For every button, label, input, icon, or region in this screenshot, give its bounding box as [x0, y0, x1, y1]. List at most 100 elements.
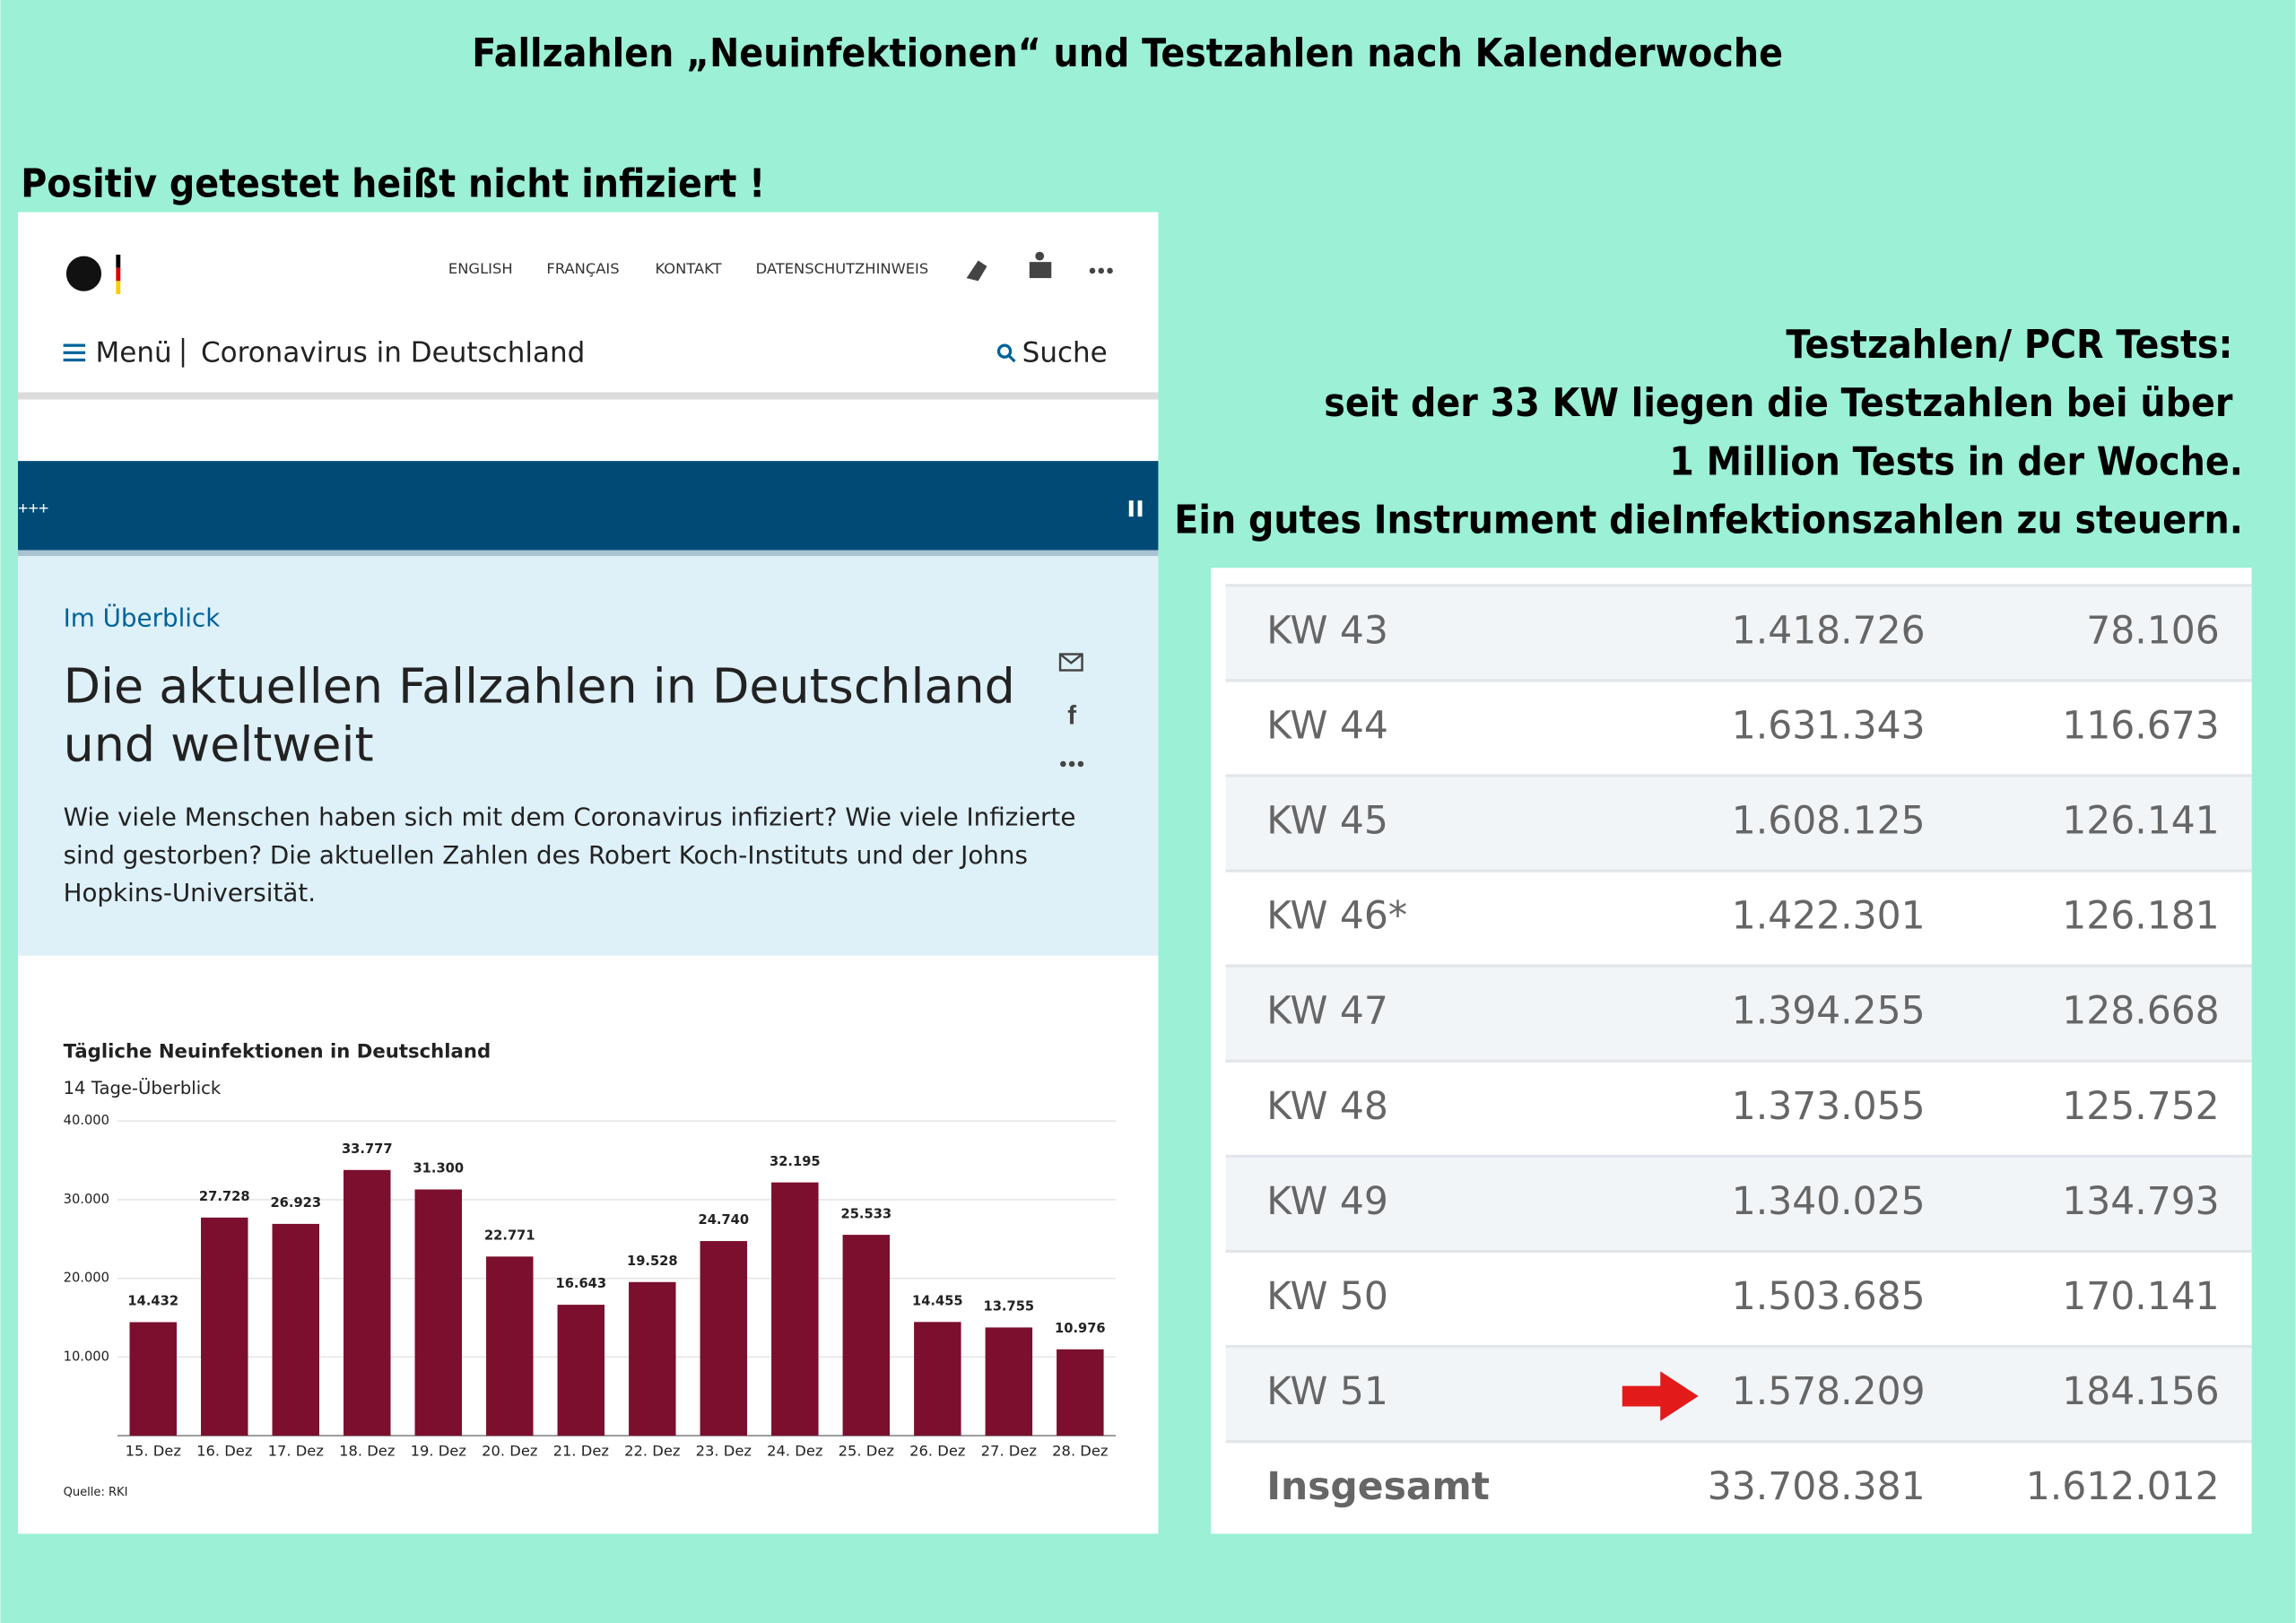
search-icon[interactable] [996, 343, 1016, 363]
bar [201, 1217, 248, 1436]
share-more-icon[interactable] [1060, 760, 1084, 768]
mail-icon[interactable] [1058, 653, 1083, 672]
site-name[interactable]: Coronavirus in Deutschland [201, 336, 585, 369]
x-tick-label: 18. Dez [339, 1443, 395, 1460]
tests-value: 33.708.381 [1708, 1465, 1926, 1509]
value-label: 14.432 [127, 1294, 178, 1309]
heading: Die aktuellen Fallzahlen in Deutschland [64, 657, 1015, 714]
tests-value: 1.503.685 [1732, 1275, 1926, 1319]
row-label: KW 49 [1266, 1180, 1388, 1224]
x-tick-label: 24. Dez [767, 1443, 822, 1460]
x-tick-label: 26. Dez [909, 1443, 965, 1460]
intro-text: Hopkins-Universität. [64, 878, 316, 907]
positive-value: 116.673 [2062, 704, 2219, 748]
ticker-bar [18, 461, 1159, 551]
nav-link[interactable]: FRANÇAIS [546, 260, 619, 277]
positive-value: 128.668 [2062, 990, 2219, 1034]
chart-source: Quelle: RKI [64, 1486, 128, 1499]
ticker-rule [18, 550, 1159, 557]
row-label: KW 43 [1266, 609, 1388, 653]
intro-text: Wie viele Menschen haben sich mit dem Co… [64, 802, 1076, 831]
row-background [1225, 966, 2252, 1062]
row-background [1225, 871, 2252, 967]
page-title: Fallzahlen „Neuinfektionen“ und Testzahl… [472, 30, 1783, 76]
positive-value: 134.793 [2062, 1180, 2219, 1224]
row-background [1225, 680, 2252, 777]
heading: und weltweit [64, 716, 374, 773]
positive-value: 125.752 [2062, 1085, 2219, 1129]
menu-label[interactable]: Menü [96, 336, 172, 369]
page-subtitle: Positiv getestet heißt nicht infiziert ! [21, 161, 765, 206]
value-label: 31.300 [413, 1161, 464, 1176]
y-tick-label: 10.000 [64, 1349, 109, 1364]
tests-value: 1.418.726 [1732, 609, 1926, 653]
x-tick-label: 27. Dez [981, 1443, 1037, 1460]
bar [486, 1256, 534, 1436]
row-background [1225, 1346, 2252, 1442]
more-icon[interactable] [1089, 267, 1113, 274]
bar [914, 1322, 961, 1436]
x-tick-label: 28. Dez [1052, 1443, 1108, 1460]
row-label: KW 50 [1266, 1275, 1388, 1319]
value-label: 33.777 [342, 1141, 393, 1157]
y-tick-label: 40.000 [64, 1113, 109, 1128]
row-label: KW 51 [1266, 1370, 1388, 1414]
row-label: KW 46* [1266, 895, 1407, 939]
row-label: Insgesamt [1266, 1465, 1490, 1509]
nav-link[interactable]: ENGLISH [448, 260, 513, 277]
bar-chart: 10.000 20.000 30.000 40.000 15. Dez 14.432 16.… [64, 1113, 1117, 1460]
note-line: Testzahlen/ PCR Tests: [1786, 322, 2232, 368]
x-tick-label: 25. Dez [839, 1443, 894, 1460]
value-label: 19.528 [627, 1254, 678, 1269]
red-arrow [1622, 1371, 1699, 1421]
intro-box [18, 556, 1159, 956]
positive-value: 184.156 [2062, 1370, 2219, 1414]
bar [272, 1223, 320, 1436]
tests-value: 1.608.125 [1732, 800, 1926, 844]
value-label: 24.740 [698, 1212, 749, 1228]
note-line: seit der 33 KW liegen die Testzahlen bei… [1324, 380, 2233, 426]
x-tick-label: 20. Dez [482, 1443, 537, 1460]
x-tick-label: 19. Dez [411, 1443, 466, 1460]
nav-link[interactable]: DATENSCHUTZHINWEIS [756, 260, 929, 277]
easy-language-icon[interactable] [1029, 251, 1052, 279]
bar [985, 1327, 1033, 1436]
x-tick-label: 17. Dez [268, 1443, 324, 1460]
row-label: KW 45 [1266, 800, 1388, 844]
bar [1057, 1349, 1104, 1436]
divider [181, 338, 185, 368]
bar [771, 1182, 819, 1436]
positive-value: 126.181 [2062, 895, 2219, 939]
row-background [1225, 1156, 2252, 1252]
x-tick-label: 22. Dez [624, 1443, 680, 1460]
row-label: KW 47 [1266, 990, 1388, 1034]
row-background [1225, 1251, 2252, 1347]
value-label: 10.976 [1055, 1321, 1106, 1336]
row-background [1225, 776, 2252, 872]
sign-language-icon[interactable] [966, 260, 987, 282]
row-label: KW 48 [1266, 1085, 1388, 1129]
ticker-text: +++ [18, 499, 48, 518]
value-label: 22.771 [484, 1228, 535, 1243]
nav-link[interactable]: KONTAKT [655, 260, 722, 277]
value-label: 25.533 [841, 1206, 892, 1221]
search-label[interactable]: Suche [1022, 336, 1108, 369]
tests-value: 1.340.025 [1732, 1180, 1926, 1224]
bar [629, 1281, 676, 1436]
pause-icon[interactable] [1128, 500, 1143, 517]
value-label: 16.643 [555, 1276, 606, 1291]
bar [414, 1189, 463, 1436]
x-tick-label: 21. Dez [553, 1443, 609, 1460]
value-label: 27.728 [199, 1189, 250, 1204]
tests-value: 1.373.055 [1732, 1085, 1926, 1129]
facebook-icon[interactable]: f [1067, 700, 1076, 730]
menu-icon[interactable] [63, 343, 86, 362]
value-label: 14.455 [912, 1293, 963, 1308]
value-label: 32.195 [770, 1154, 821, 1169]
positive-value: 170.141 [2062, 1275, 2219, 1319]
bar [129, 1322, 177, 1436]
value-label: 26.923 [270, 1195, 321, 1211]
row-background [1225, 585, 2252, 681]
